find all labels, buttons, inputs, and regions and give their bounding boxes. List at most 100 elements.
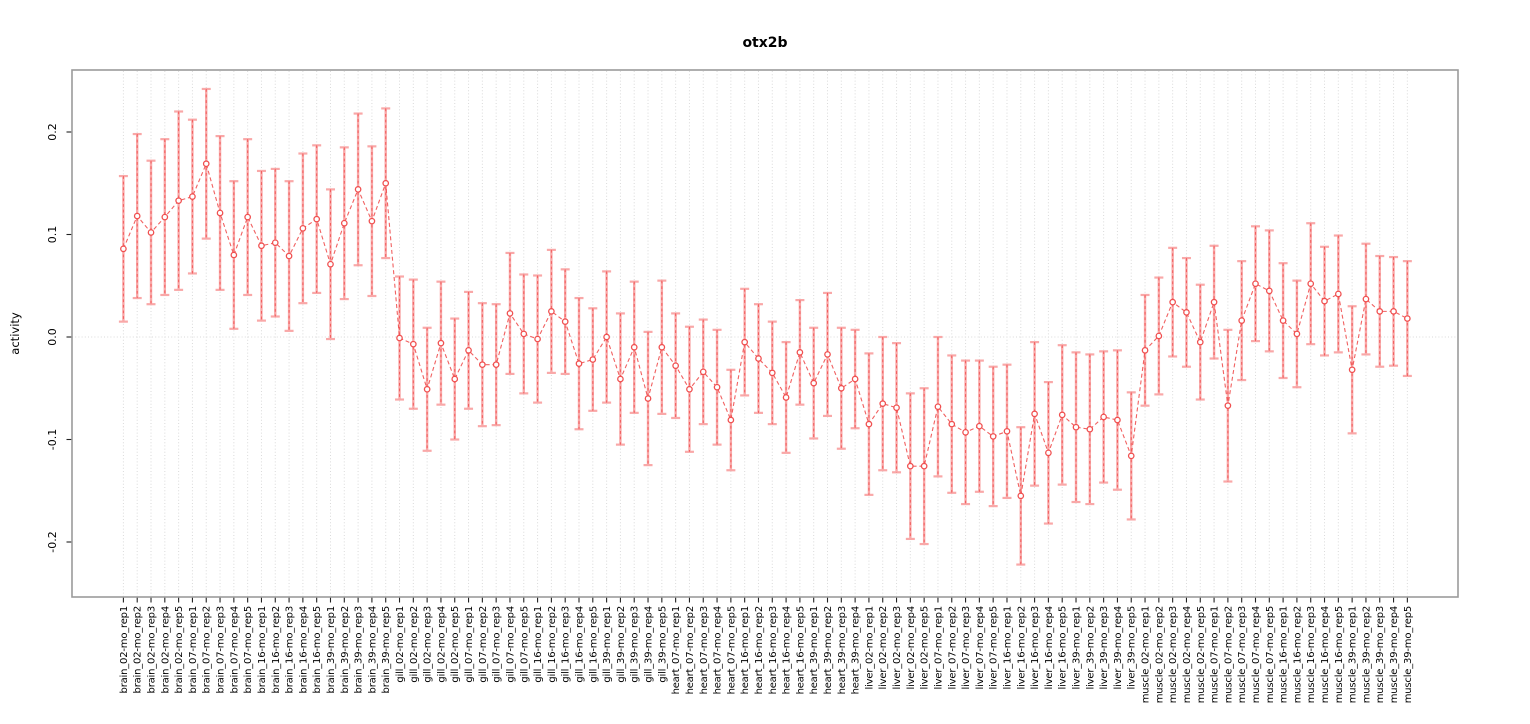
svg-text:muscle_02-mo_rep4: muscle_02-mo_rep4 [1182, 606, 1193, 703]
svg-text:gill_39-mo_rep2: gill_39-mo_rep2 [616, 606, 627, 683]
svg-text:gill_16-mo_rep2: gill_16-mo_rep2 [547, 606, 558, 683]
svg-text:0.1: 0.1 [46, 226, 59, 244]
svg-text:brain_39-mo_rep5: brain_39-mo_rep5 [381, 606, 392, 693]
svg-text:liver_02-mo_rep4: liver_02-mo_rep4 [906, 606, 917, 690]
svg-text:muscle_07-mo_rep1: muscle_07-mo_rep1 [1210, 606, 1221, 703]
svg-text:liver_07-mo_rep4: liver_07-mo_rep4 [975, 606, 986, 690]
svg-text:muscle_39-mo_rep3: muscle_39-mo_rep3 [1375, 606, 1386, 703]
svg-text:liver_39-mo_rep5: liver_39-mo_rep5 [1127, 606, 1138, 690]
svg-text:liver_16-mo_rep3: liver_16-mo_rep3 [1030, 606, 1041, 690]
svg-text:brain_07-mo_rep3: brain_07-mo_rep3 [216, 606, 227, 693]
svg-text:liver_16-mo_rep5: liver_16-mo_rep5 [1058, 606, 1069, 690]
svg-text:gill_39-mo_rep5: gill_39-mo_rep5 [657, 606, 668, 683]
svg-text:muscle_16-mo_rep4: muscle_16-mo_rep4 [1320, 606, 1331, 703]
svg-text:muscle_39-mo_rep5: muscle_39-mo_rep5 [1403, 606, 1414, 703]
svg-text:brain_02-mo_rep3: brain_02-mo_rep3 [147, 606, 158, 693]
svg-text:muscle_07-mo_rep5: muscle_07-mo_rep5 [1265, 606, 1276, 703]
svg-text:brain_16-mo_rep3: brain_16-mo_rep3 [285, 606, 296, 693]
svg-text:gill_39-mo_rep4: gill_39-mo_rep4 [644, 606, 655, 683]
series-line [122, 162, 1408, 496]
svg-text:brain_02-mo_rep2: brain_02-mo_rep2 [133, 606, 144, 693]
svg-text:liver_07-mo_rep2: liver_07-mo_rep2 [947, 606, 958, 690]
svg-text:heart_07-mo_rep2: heart_07-mo_rep2 [685, 606, 696, 694]
plot-border [71, 69, 1459, 598]
svg-text:gill_02-mo_rep4: gill_02-mo_rep4 [436, 606, 447, 683]
svg-text:liver_39-mo_rep3: liver_39-mo_rep3 [1099, 606, 1110, 690]
svg-text:liver_02-mo_rep2: liver_02-mo_rep2 [878, 606, 889, 690]
svg-text:muscle_39-mo_rep4: muscle_39-mo_rep4 [1389, 606, 1400, 703]
svg-text:gill_07-mo_rep4: gill_07-mo_rep4 [505, 606, 516, 683]
svg-text:heart_39-mo_rep3: heart_39-mo_rep3 [837, 606, 848, 694]
svg-text:brain_07-mo_rep1: brain_07-mo_rep1 [188, 606, 199, 693]
svg-text:heart_16-mo_rep1: heart_16-mo_rep1 [740, 606, 751, 694]
svg-text:muscle_02-mo_rep3: muscle_02-mo_rep3 [1168, 606, 1179, 703]
error-bars [118, 87, 1412, 566]
chart-title: otx2b [742, 35, 787, 51]
svg-text:liver_07-mo_rep1: liver_07-mo_rep1 [933, 606, 944, 690]
svg-text:gill_39-mo_rep1: gill_39-mo_rep1 [602, 606, 613, 683]
svg-text:gill_07-mo_rep1: gill_07-mo_rep1 [464, 606, 475, 683]
svg-text:brain_16-mo_rep1: brain_16-mo_rep1 [257, 606, 268, 693]
svg-text:liver_16-mo_rep4: liver_16-mo_rep4 [1044, 606, 1055, 690]
svg-text:muscle_39-mo_rep1: muscle_39-mo_rep1 [1348, 606, 1359, 703]
svg-text:gill_07-mo_rep2: gill_07-mo_rep2 [478, 606, 489, 683]
svg-text:brain_39-mo_rep4: brain_39-mo_rep4 [367, 606, 378, 693]
svg-text:muscle_16-mo_rep2: muscle_16-mo_rep2 [1292, 606, 1303, 703]
svg-text:brain_02-mo_rep5: brain_02-mo_rep5 [174, 606, 185, 693]
svg-text:heart_16-mo_rep2: heart_16-mo_rep2 [754, 606, 765, 694]
svg-text:heart_07-mo_rep1: heart_07-mo_rep1 [671, 606, 682, 694]
svg-text:heart_07-mo_rep4: heart_07-mo_rep4 [713, 606, 724, 694]
svg-text:0.0: 0.0 [46, 328, 59, 346]
svg-text:heart_39-mo_rep2: heart_39-mo_rep2 [823, 606, 834, 694]
svg-text:brain_07-mo_rep4: brain_07-mo_rep4 [229, 606, 240, 693]
svg-text:gill_16-mo_rep4: gill_16-mo_rep4 [574, 606, 585, 683]
svg-text:heart_16-mo_rep4: heart_16-mo_rep4 [782, 606, 793, 694]
svg-text:muscle_07-mo_rep3: muscle_07-mo_rep3 [1237, 606, 1248, 703]
svg-text:0.2: 0.2 [46, 123, 59, 141]
svg-text:brain_16-mo_rep5: brain_16-mo_rep5 [312, 606, 323, 693]
svg-text:liver_02-mo_rep3: liver_02-mo_rep3 [892, 606, 903, 690]
svg-text:muscle_39-mo_rep2: muscle_39-mo_rep2 [1361, 606, 1372, 703]
svg-text:gill_16-mo_rep1: gill_16-mo_rep1 [533, 606, 544, 683]
y-tick-labels: -0.2 -0.1 0.0 0.1 0.2 [46, 123, 59, 552]
svg-text:muscle_02-mo_rep1: muscle_02-mo_rep1 [1141, 606, 1152, 703]
svg-text:heart_07-mo_rep3: heart_07-mo_rep3 [699, 606, 710, 694]
svg-text:brain_39-mo_rep3: brain_39-mo_rep3 [354, 606, 365, 693]
svg-text:liver_02-mo_rep1: liver_02-mo_rep1 [864, 606, 875, 690]
svg-text:-0.1: -0.1 [46, 429, 59, 450]
svg-text:muscle_02-mo_rep5: muscle_02-mo_rep5 [1196, 606, 1207, 703]
y-axis-label: activity [8, 312, 22, 355]
svg-text:muscle_16-mo_rep1: muscle_16-mo_rep1 [1279, 606, 1290, 703]
svg-text:heart_16-mo_rep5: heart_16-mo_rep5 [795, 606, 806, 694]
svg-text:muscle_16-mo_rep3: muscle_16-mo_rep3 [1306, 606, 1317, 703]
svg-text:gill_02-mo_rep1: gill_02-mo_rep1 [395, 606, 406, 683]
svg-text:gill_02-mo_rep3: gill_02-mo_rep3 [423, 606, 434, 683]
svg-text:muscle_02-mo_rep2: muscle_02-mo_rep2 [1154, 606, 1165, 703]
svg-text:liver_07-mo_rep3: liver_07-mo_rep3 [961, 606, 972, 690]
x-tick-labels: brain_02-mo_rep1 brain_02-mo_rep2 brain_02… [119, 606, 1414, 703]
svg-text:liver_16-mo_rep1: liver_16-mo_rep1 [1002, 606, 1013, 690]
svg-text:brain_39-mo_rep1: brain_39-mo_rep1 [326, 606, 337, 693]
svg-text:liver_39-mo_rep2: liver_39-mo_rep2 [1085, 606, 1096, 690]
svg-text:gill_02-mo_rep2: gill_02-mo_rep2 [409, 606, 420, 683]
axis-ticks [66, 131, 1408, 603]
svg-text:liver_39-mo_rep4: liver_39-mo_rep4 [1113, 606, 1124, 690]
svg-text:gill_39-mo_rep3: gill_39-mo_rep3 [630, 606, 641, 683]
svg-text:heart_16-mo_rep3: heart_16-mo_rep3 [768, 606, 779, 694]
svg-text:gill_16-mo_rep3: gill_16-mo_rep3 [561, 606, 572, 683]
svg-text:brain_16-mo_rep2: brain_16-mo_rep2 [271, 606, 282, 693]
svg-text:brain_16-mo_rep4: brain_16-mo_rep4 [298, 606, 309, 693]
svg-text:muscle_07-mo_rep2: muscle_07-mo_rep2 [1223, 606, 1234, 703]
svg-text:heart_39-mo_rep1: heart_39-mo_rep1 [809, 606, 820, 694]
svg-text:heart_39-mo_rep4: heart_39-mo_rep4 [851, 606, 862, 694]
svg-text:brain_02-mo_rep4: brain_02-mo_rep4 [160, 606, 171, 693]
svg-text:brain_07-mo_rep5: brain_07-mo_rep5 [243, 606, 254, 693]
svg-text:brain_02-mo_rep1: brain_02-mo_rep1 [119, 606, 130, 693]
svg-text:-0.2: -0.2 [46, 531, 59, 552]
svg-text:liver_07-mo_rep5: liver_07-mo_rep5 [989, 606, 1000, 690]
svg-text:gill_07-mo_rep5: gill_07-mo_rep5 [519, 606, 530, 683]
svg-text:liver_02-mo_rep5: liver_02-mo_rep5 [920, 606, 931, 690]
data-points [120, 160, 1411, 500]
